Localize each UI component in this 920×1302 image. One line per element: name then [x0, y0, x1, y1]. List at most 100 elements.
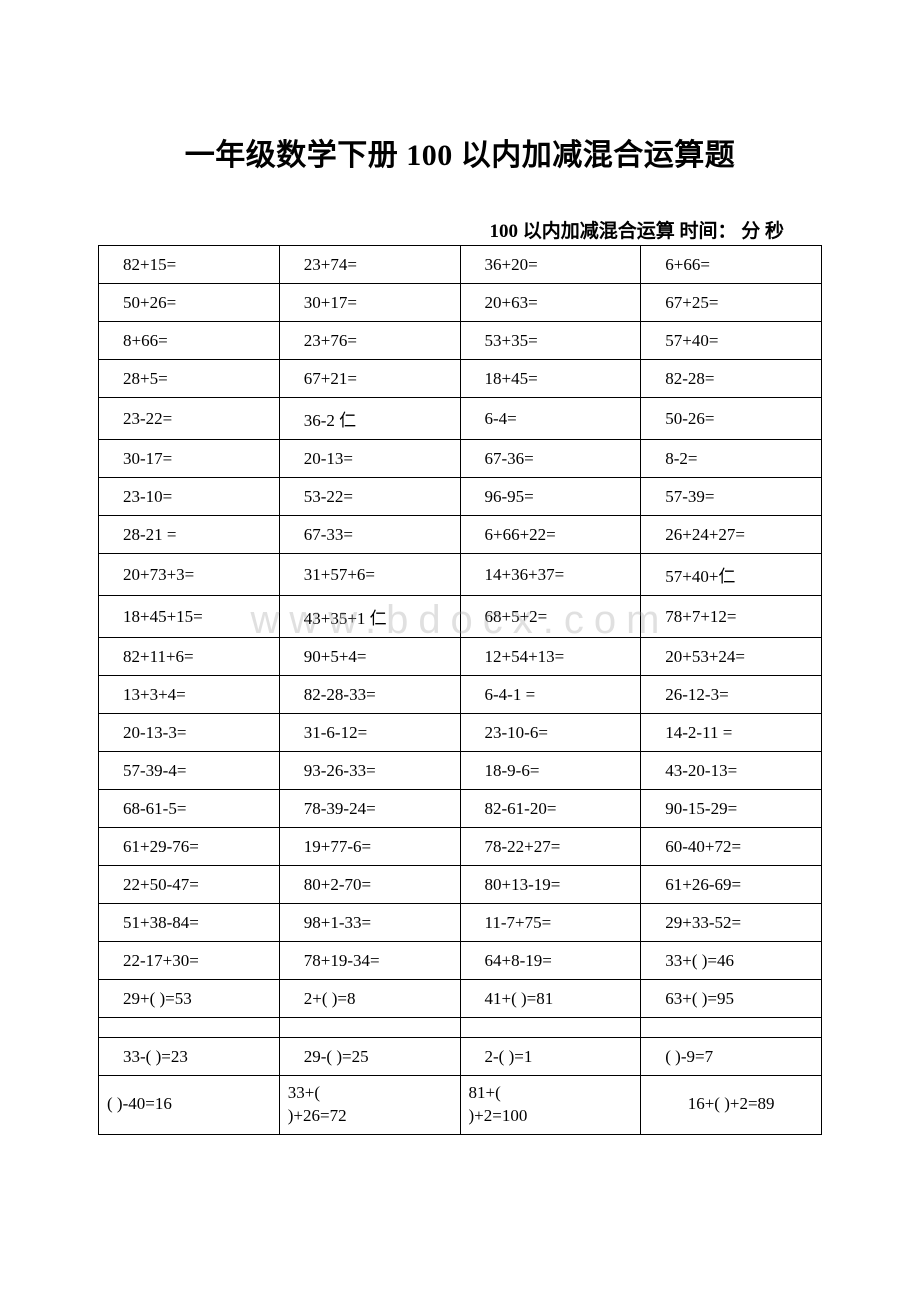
table-row: 22+50-47=80+2-70=80+13-19=61+26-69= — [99, 866, 822, 904]
table-cell: 36+20= — [460, 246, 641, 284]
table-cell: 23+76= — [279, 322, 460, 360]
table-cell: 43+35+1 仁 — [279, 596, 460, 638]
table-cell: 80+2-70= — [279, 866, 460, 904]
table-cell: 6+66+22= — [460, 516, 641, 554]
table-cell: 51+38-84= — [99, 904, 280, 942]
table-cell — [279, 1018, 460, 1038]
table-cell: 31-6-12= — [279, 714, 460, 752]
table-cell: 57+40+仁 — [641, 554, 822, 596]
table-cell: 43-20-13= — [641, 752, 822, 790]
table-cell: 18-9-6= — [460, 752, 641, 790]
page-subtitle: 100 以内加减混合运算 时间： 分 秒 — [98, 216, 822, 243]
table-cell: 26-12-3= — [641, 676, 822, 714]
table-cell: 78-39-24= — [279, 790, 460, 828]
table-row — [99, 1018, 822, 1038]
table-cell: 11-7+75= — [460, 904, 641, 942]
table-row: 61+29-76=19+77-6=78-22+27=60-40+72= — [99, 828, 822, 866]
table-cell: 98+1-33= — [279, 904, 460, 942]
table-cell: 57-39= — [641, 478, 822, 516]
table-cell: 14+36+37= — [460, 554, 641, 596]
table-cell: 57+40= — [641, 322, 822, 360]
table-row: 22-17+30=78+19-34=64+8-19=33+( )=46 — [99, 942, 822, 980]
table-cell: ( )-9=7 — [641, 1038, 822, 1076]
table-cell: 29-( )=25 — [279, 1038, 460, 1076]
table-cell: 8+66= — [99, 322, 280, 360]
table-row: 18+45+15=43+35+1 仁68+5+2=78+7+12= — [99, 596, 822, 638]
table-row: 8+66=23+76=53+35=57+40= — [99, 322, 822, 360]
table-cell: 18+45= — [460, 360, 641, 398]
table-cell: 13+3+4= — [99, 676, 280, 714]
table-row: 20+73+3=31+57+6=14+36+37=57+40+仁 — [99, 554, 822, 596]
table-row: 23-10=53-22=96-95=57-39= — [99, 478, 822, 516]
table-cell: 61+26-69= — [641, 866, 822, 904]
table-cell: 30-17= — [99, 440, 280, 478]
table-cell: 23-10= — [99, 478, 280, 516]
table-cell: 28-21 = — [99, 516, 280, 554]
table-cell: 93-26-33= — [279, 752, 460, 790]
table-cell — [460, 1018, 641, 1038]
table-cell: 16+( )+2=89 — [641, 1076, 822, 1135]
table-cell: 63+( )=95 — [641, 980, 822, 1018]
table-cell: 67+21= — [279, 360, 460, 398]
table-row: 20-13-3=31-6-12=23-10-6=14-2-11 = — [99, 714, 822, 752]
table-cell: 96-95= — [460, 478, 641, 516]
table-cell: 80+13-19= — [460, 866, 641, 904]
worksheet-page: 一年级数学下册 100 以内加减混合运算题 100 以内加减混合运算 时间： 分… — [0, 0, 920, 1302]
table-cell: ( )-40=16 — [99, 1076, 280, 1135]
table-row: 50+26=30+17=20+63=67+25= — [99, 284, 822, 322]
table-cell: 28+5= — [99, 360, 280, 398]
table-row: 82+11+6=90+5+4=12+54+13=20+53+24= — [99, 638, 822, 676]
table-cell: 6+66= — [641, 246, 822, 284]
table-cell: 31+57+6= — [279, 554, 460, 596]
table-cell: 2+( )=8 — [279, 980, 460, 1018]
table-cell: 14-2-11 = — [641, 714, 822, 752]
table-cell: 22-17+30= — [99, 942, 280, 980]
page-title: 一年级数学下册 100 以内加减混合运算题 — [98, 130, 822, 174]
problems-table: 82+15=23+74=36+20=6+66=50+26=30+17=20+63… — [98, 245, 822, 1135]
table-cell: 20+63= — [460, 284, 641, 322]
table-cell: 41+( )=81 — [460, 980, 641, 1018]
table-cell: 64+8-19= — [460, 942, 641, 980]
table-cell: 78-22+27= — [460, 828, 641, 866]
table-cell: 90-15-29= — [641, 790, 822, 828]
table-cell: 67-36= — [460, 440, 641, 478]
table-cell: 20+73+3= — [99, 554, 280, 596]
table-row: 68-61-5=78-39-24=82-61-20=90-15-29= — [99, 790, 822, 828]
table-cell: 18+45+15= — [99, 596, 280, 638]
table-row: 28+5=67+21=18+45=82-28= — [99, 360, 822, 398]
table-cell: 61+29-76= — [99, 828, 280, 866]
table-cell: 78+19-34= — [279, 942, 460, 980]
table-cell: 82-28-33= — [279, 676, 460, 714]
table-cell: 22+50-47= — [99, 866, 280, 904]
table-cell: 33+()+26=72 — [279, 1076, 460, 1135]
table-cell: 26+24+27= — [641, 516, 822, 554]
table-cell: 20-13-3= — [99, 714, 280, 752]
table-cell: 82+15= — [99, 246, 280, 284]
table-cell: 6-4= — [460, 398, 641, 440]
table-cell: 67-33= — [279, 516, 460, 554]
table-cell: 82-28= — [641, 360, 822, 398]
table-row: 82+15=23+74=36+20=6+66= — [99, 246, 822, 284]
table-cell: 30+17= — [279, 284, 460, 322]
table-cell: 36-2 仁 — [279, 398, 460, 440]
table-cell: 81+()+2=100 — [460, 1076, 641, 1135]
table-row: 23-22=36-2 仁6-4=50-26= — [99, 398, 822, 440]
table-cell: 20+53+24= — [641, 638, 822, 676]
table-cell: 23+74= — [279, 246, 460, 284]
table-cell: 23-22= — [99, 398, 280, 440]
table-cell: 57-39-4= — [99, 752, 280, 790]
table-cell: 53-22= — [279, 478, 460, 516]
table-cell: 50+26= — [99, 284, 280, 322]
table-row: 30-17=20-13=67-36=8-2= — [99, 440, 822, 478]
table-cell: 68+5+2= — [460, 596, 641, 638]
table-row: ( )-40=1633+()+26=7281+()+2=10016+( )+2=… — [99, 1076, 822, 1135]
table-cell: 53+35= — [460, 322, 641, 360]
table-cell: 19+77-6= — [279, 828, 460, 866]
table-cell: 33-( )=23 — [99, 1038, 280, 1076]
table-cell: 50-26= — [641, 398, 822, 440]
table-cell: 78+7+12= — [641, 596, 822, 638]
table-row: 33-( )=2329-( )=252-( )=1( )-9=7 — [99, 1038, 822, 1076]
table-cell: 82+11+6= — [99, 638, 280, 676]
table-cell: 12+54+13= — [460, 638, 641, 676]
table-row: 28-21 =67-33=6+66+22=26+24+27= — [99, 516, 822, 554]
